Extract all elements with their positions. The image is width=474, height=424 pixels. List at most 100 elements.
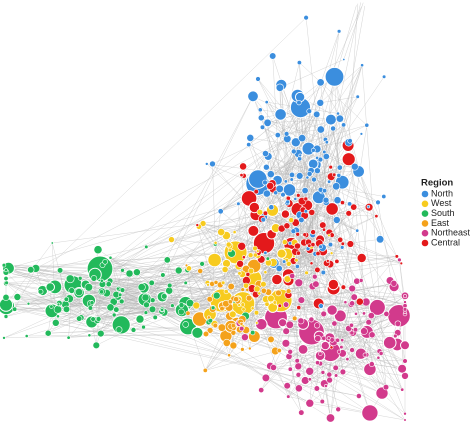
network-node: [227, 353, 232, 358]
network-node: [221, 258, 232, 269]
network-node: [220, 280, 226, 285]
network-node: [283, 275, 292, 283]
network-node: [336, 349, 342, 354]
network-node: [4, 268, 8, 273]
network-node: [277, 303, 282, 308]
network-node: [375, 234, 385, 244]
network-node: [310, 147, 316, 153]
network-node: [319, 221, 327, 229]
network-node: [90, 275, 98, 282]
network-node: [26, 301, 31, 306]
network-node: [275, 184, 284, 193]
network-node: [294, 278, 304, 288]
network-node: [350, 203, 358, 211]
network-node: [318, 303, 324, 309]
network-node: [326, 336, 331, 341]
network-edge: [309, 65, 363, 250]
network-node: [293, 196, 298, 201]
network-node: [12, 306, 18, 312]
network-node: [316, 99, 325, 107]
network-edge: [352, 332, 406, 362]
network-node: [105, 281, 112, 288]
network-node: [257, 107, 263, 113]
network-node: [317, 156, 324, 163]
network-node: [240, 347, 245, 352]
network-edge: [105, 261, 179, 271]
network-node: [271, 273, 283, 286]
network-edge: [51, 285, 170, 312]
network-edge: [309, 402, 406, 421]
network-node: [185, 310, 191, 316]
network-node: [365, 319, 372, 326]
network-node: [298, 409, 305, 416]
legend-marker: [421, 190, 429, 198]
network-node: [227, 299, 233, 305]
network-edge: [359, 256, 397, 302]
network-node: [294, 242, 301, 250]
legend-label: Northeast: [431, 228, 471, 238]
legend-label: North: [431, 188, 453, 198]
network-edge: [343, 2, 364, 60]
network-node: [274, 132, 281, 139]
network-node: [321, 335, 327, 341]
network-node: [294, 258, 299, 263]
network-node: [53, 305, 63, 314]
network-node: [252, 245, 258, 252]
network-edge: [94, 102, 300, 275]
network-node: [397, 257, 402, 263]
network-edge: [265, 377, 359, 397]
network-node: [248, 201, 261, 214]
network-node: [283, 301, 290, 308]
network-edge: [288, 356, 302, 413]
network-node: [362, 352, 368, 358]
network-edge: [171, 239, 224, 283]
network-node: [202, 330, 210, 338]
network-node: [324, 66, 345, 87]
network-node: [298, 134, 307, 143]
network-node: [350, 162, 359, 171]
network-edge: [261, 117, 309, 249]
network-node: [241, 307, 246, 312]
network-node: [330, 125, 336, 132]
network-node: [185, 265, 192, 272]
network-node: [222, 338, 231, 347]
network-node: [348, 284, 356, 293]
network-node: [197, 268, 204, 274]
network-node: [300, 375, 310, 386]
network-node: [99, 278, 104, 283]
network-edge: [334, 76, 378, 308]
network-node: [285, 199, 291, 205]
legend-label: West: [431, 198, 452, 208]
legend: Region NorthWestSouthEastNortheastCentra…: [421, 178, 471, 248]
network-edge: [337, 200, 403, 390]
network-node: [76, 315, 83, 322]
network-edge: [322, 372, 406, 421]
network-node: [349, 300, 356, 307]
network-edge: [5, 290, 72, 305]
network-node: [210, 305, 216, 311]
network-node: [227, 282, 235, 291]
network-node: [248, 346, 252, 351]
network-node: [233, 296, 240, 303]
network-node: [119, 287, 126, 293]
legend-marker: [421, 229, 429, 237]
network-node: [161, 293, 168, 300]
network-node: [334, 258, 340, 264]
network-node: [165, 286, 174, 295]
network-node: [322, 196, 330, 204]
network-node: [366, 205, 371, 209]
network-node: [230, 329, 237, 336]
network-node: [130, 327, 137, 333]
network-node: [316, 125, 325, 134]
network-node: [97, 329, 105, 338]
network-edge: [80, 278, 182, 313]
network-node: [397, 363, 408, 374]
network-node: [266, 181, 275, 190]
network-node: [382, 384, 390, 391]
network-node: [345, 357, 350, 362]
network-node: [141, 293, 150, 302]
network-node: [394, 254, 399, 259]
network-node: [205, 162, 209, 166]
network-node: [403, 300, 407, 304]
